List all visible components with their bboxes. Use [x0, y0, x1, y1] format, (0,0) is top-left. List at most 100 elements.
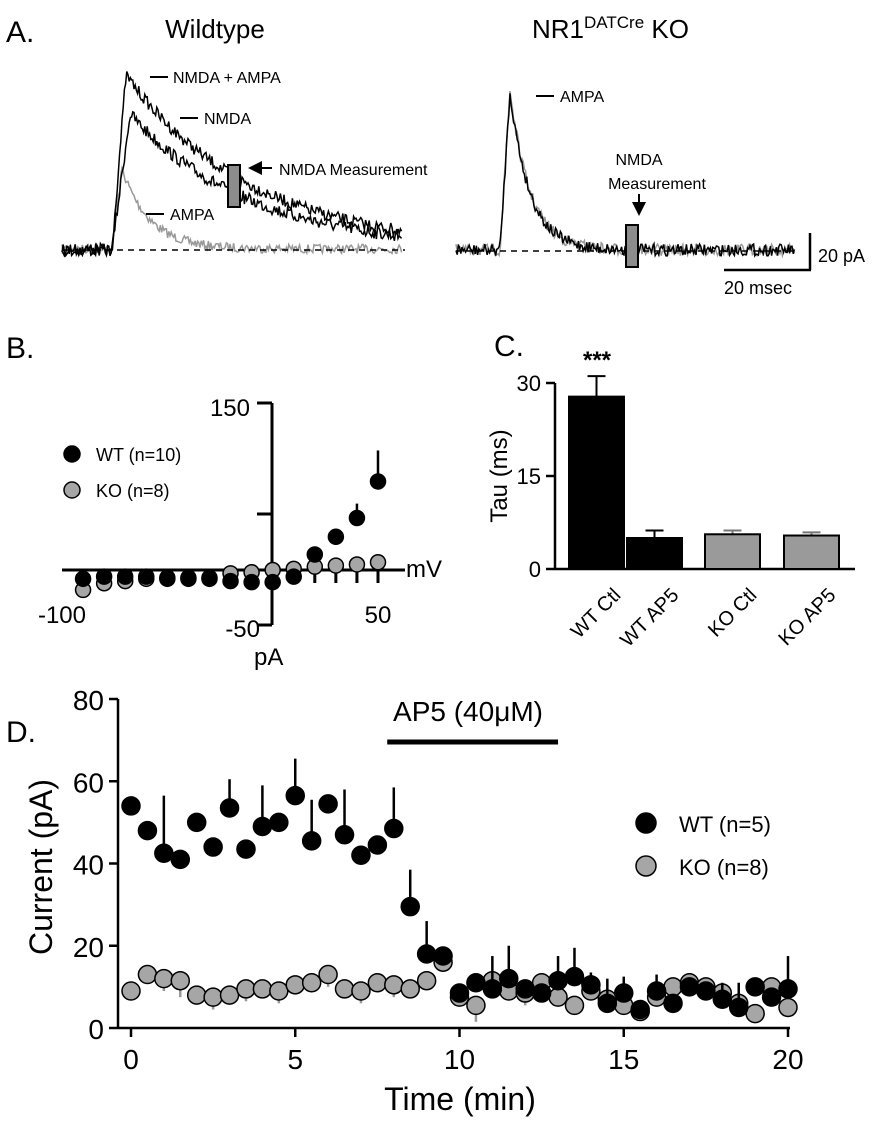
tau-y-tick-label: 0: [529, 557, 541, 582]
time-wt-point: [531, 983, 552, 1003]
time-y-tick-label: 80: [73, 685, 104, 716]
time-x-tick-label: 20: [772, 1044, 803, 1075]
time-wt-point: [515, 979, 535, 999]
iv-wt-point: [180, 569, 197, 586]
panel-b-letter: B.: [6, 332, 34, 365]
time-wt-point: [334, 824, 355, 845]
time-wt-point: [384, 818, 404, 839]
time-wt-point: [154, 843, 174, 863]
time-wt-point: [400, 896, 420, 917]
time-wt-point: [482, 979, 503, 999]
tau-y-axis-label: Tau (ms): [486, 429, 513, 522]
time-wt-point: [367, 835, 388, 855]
time-wt-point: [351, 845, 371, 866]
time-ko-point: [334, 979, 355, 999]
wt-nmda-ampa-label: NMDA + AMPA: [173, 70, 281, 87]
time-ko-point: [564, 995, 585, 1016]
iv-ko-point: [327, 557, 345, 574]
iv-legend-wt-label: WT (n=10): [96, 445, 181, 465]
iv-y-tick-label--50: -50: [225, 616, 260, 643]
ko-measure-label-1: NMDA: [615, 152, 662, 169]
time-legend-wt-label: WT (n=5): [679, 812, 771, 837]
time-legend-ko-marker: [635, 855, 657, 877]
iv-x-axis-label: mV: [406, 556, 442, 583]
time-y-tick-label: 20: [73, 932, 104, 963]
tau-category-label: WT Ctl: [567, 584, 626, 643]
tau-bar-ko-ctl: [704, 533, 761, 571]
time-ko-point: [203, 987, 223, 1007]
time-legend-ko-label: KO (n=8): [679, 855, 769, 880]
time-wt-point: [499, 968, 519, 989]
tau-y-tick-label: 30: [517, 371, 541, 396]
time-y-axis-label: Current (pA): [23, 779, 59, 955]
time-ko-point: [137, 964, 158, 985]
tau-y-tick-label: 15: [517, 464, 541, 489]
iv-legend-ko-marker: [63, 481, 81, 499]
time-wt-point: [581, 975, 601, 995]
time-wt-point: [137, 820, 158, 841]
scalebar-amplitude-label: 20 pA: [818, 246, 865, 266]
ko-measure-label-2: Measurement: [608, 176, 706, 193]
iv-wt-point: [116, 568, 134, 585]
time-ko-point: [400, 979, 420, 999]
iv-x-tick-label--100: -100: [38, 602, 86, 629]
time-wt-point: [236, 839, 256, 859]
time-ko-point: [663, 977, 683, 997]
time-ko-point: [367, 973, 388, 993]
time-wt-point: [318, 794, 338, 814]
time-ko-point: [236, 979, 256, 999]
time-wt-point: [170, 849, 191, 870]
time-ko-point: [219, 985, 240, 1005]
iv-ko-point: [369, 554, 387, 571]
time-wt-point: [416, 944, 437, 964]
iv-legend-ko-label: KO (n=8): [96, 481, 170, 501]
time-wt-point: [712, 989, 733, 1009]
tau-category-label: KO AP5: [774, 584, 840, 650]
time-wt-point: [597, 993, 618, 1014]
iv-wt-point: [264, 573, 281, 591]
wt-measure-arrowhead: [248, 161, 262, 175]
time-ko-point: [301, 973, 322, 993]
time-wt-point: [466, 973, 486, 993]
time-ko-point: [269, 981, 289, 1001]
iv-wt-point: [306, 546, 324, 563]
iv-wt-point: [74, 570, 92, 588]
time-ko-point: [121, 981, 141, 1001]
time-wt-point: [121, 796, 141, 816]
time-wt-point: [614, 983, 634, 1003]
time-ko-point: [186, 985, 207, 1005]
iv-legend-wt-marker: [63, 445, 81, 463]
time-wt-point: [745, 977, 765, 997]
time-ko-point: [252, 979, 273, 999]
iv-y-axis-label: pA: [254, 644, 283, 671]
wt-measure-label: NMDA Measurement: [279, 162, 428, 179]
time-ko-point: [351, 981, 371, 1001]
time-ko-point: [170, 970, 191, 991]
tau-bar-wt-ctl: [568, 395, 625, 571]
panel-a-letter: A.: [6, 16, 34, 49]
time-x-axis-label: Time (min): [384, 1081, 536, 1117]
iv-wt-point: [243, 573, 260, 591]
time-wt-point: [548, 970, 568, 991]
iv-y-tick-label-150: 150: [210, 395, 250, 422]
time-y-tick-label: 60: [73, 767, 104, 798]
time-wt-point: [761, 987, 782, 1007]
time-x-tick-label: 5: [287, 1044, 303, 1075]
panel-d-letter: D.: [6, 716, 36, 749]
iv-wt-point: [138, 568, 155, 585]
time-wt-point: [728, 997, 749, 1018]
time-ko-point: [154, 968, 174, 989]
wt-nmda-label: NMDA: [204, 111, 251, 128]
time-wt-point: [778, 979, 798, 999]
time-wt-point: [564, 966, 585, 987]
iv-wt-point: [327, 528, 345, 546]
time-ko-point: [745, 1003, 765, 1024]
tau-category-label: WT AP5: [616, 584, 683, 651]
ko-measure-arrowhead: [632, 202, 646, 216]
wt-title: Wildtype: [165, 14, 265, 44]
time-wt-point: [433, 946, 453, 966]
scalebar-time-label: 20 msec: [724, 278, 792, 298]
iv-wt-point: [369, 473, 387, 490]
iv-wt-point: [95, 568, 113, 585]
